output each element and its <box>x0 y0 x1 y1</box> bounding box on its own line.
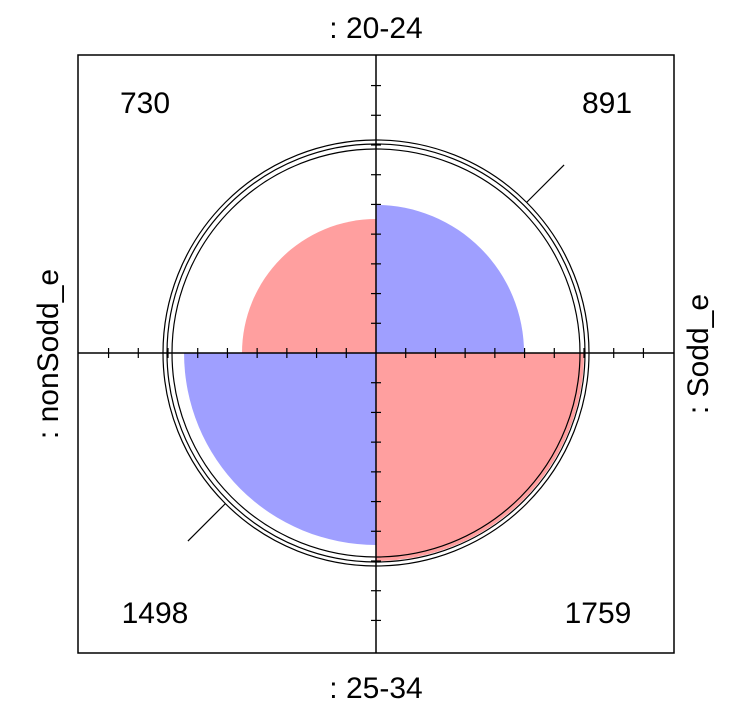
quadrant-bottom-left <box>184 353 376 545</box>
top-label: : 20-24 <box>329 12 422 45</box>
cell-value-bottom-left: 1498 <box>122 597 189 630</box>
cell-value-top-right: 891 <box>582 87 632 120</box>
cell-value-top-left: 730 <box>120 87 170 120</box>
left-label: : nonSodd_e <box>32 269 65 439</box>
odds-line-bottom-left <box>187 503 226 542</box>
quadrant-top-right <box>376 204 525 353</box>
quadrant-top-left <box>242 219 376 353</box>
cell-value-bottom-right: 1759 <box>565 597 632 630</box>
quadrant-bottom-right <box>376 353 584 561</box>
quadrants <box>184 204 584 561</box>
axes <box>78 55 674 653</box>
bottom-label: : 25-34 <box>329 672 422 705</box>
right-label: : Sodd_e <box>682 294 715 414</box>
odds-line-top-right <box>526 164 565 203</box>
